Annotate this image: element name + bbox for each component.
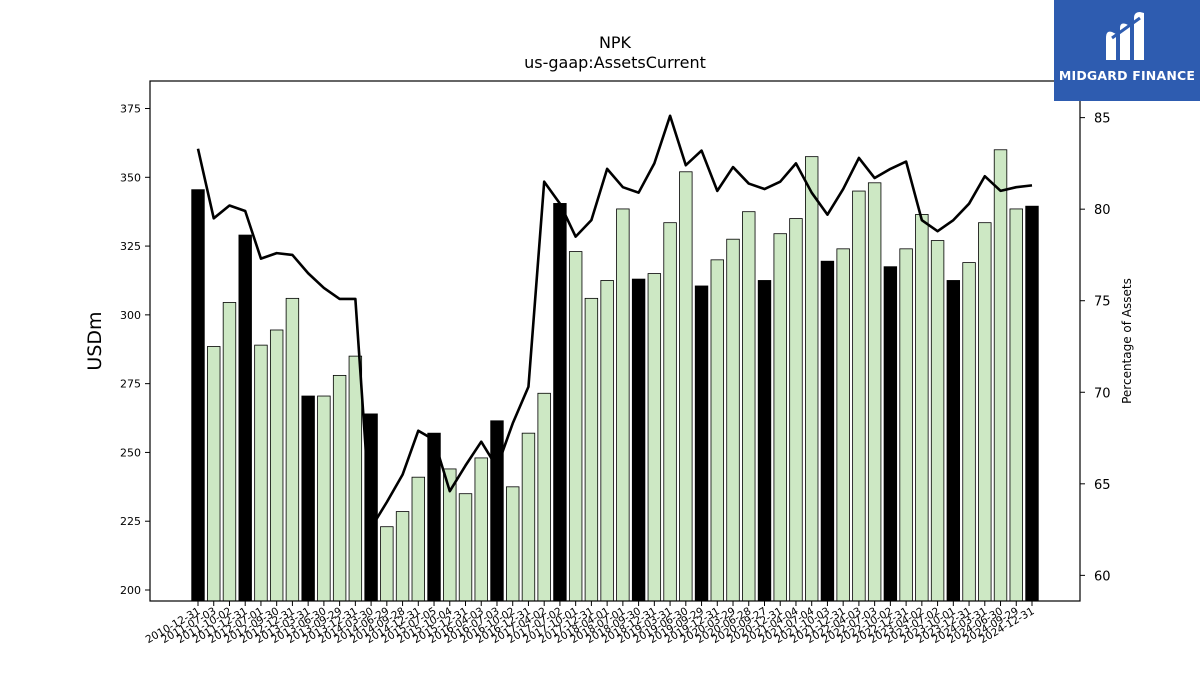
x-axis-ticks: 2010-12-312011-07-032011-10-022011-12-31… — [144, 601, 1037, 646]
bar-2020-09-27 — [757, 280, 772, 602]
bar-2017-04-02 — [537, 392, 551, 602]
y2-tick-label: 80 — [1094, 203, 1111, 218]
logo-badge: MIDGARD FINANCE — [1054, 0, 1200, 101]
bar-2018-12-31 — [647, 273, 662, 602]
chart-title: NPK — [599, 33, 632, 52]
y2-tick-label: 60 — [1094, 569, 1111, 584]
bar-2024-12-31 — [1025, 205, 1039, 602]
percentage-line-series — [196, 114, 1033, 530]
percentage-line — [196, 114, 1033, 530]
bar-2021-07-04 — [805, 156, 819, 602]
bar-2018-04-01 — [600, 280, 614, 602]
bar-2024-06-30 — [993, 149, 1008, 602]
bar-2019-03-31 — [663, 222, 677, 602]
bar-2013-06-30 — [317, 395, 331, 602]
y2-tick-label: 70 — [1094, 386, 1111, 401]
bar-2020-12-31 — [773, 233, 787, 602]
bar-2022-10-02 — [883, 266, 898, 602]
y-axis-ticks: 200 225 250 275 300 325 350 375 — [120, 103, 150, 597]
bar-2012-09-30 — [269, 329, 284, 602]
bar-2013-09-29 — [332, 374, 347, 602]
y-axis-label: USDm — [84, 311, 106, 370]
y-tick-label: 225 — [120, 515, 141, 528]
bar-2012-12-31 — [285, 297, 300, 602]
bar-2010-12-31 — [191, 189, 205, 602]
bar-2015-12-31 — [458, 493, 473, 602]
bar-2023-12-31 — [962, 262, 976, 602]
y2-axis-label: Percentage of Assets — [1120, 278, 1134, 404]
bar-2024-03-31 — [978, 222, 992, 602]
bar-2021-10-03 — [820, 260, 835, 602]
bar-2023-04-02 — [915, 214, 929, 602]
y2-tick-label: 75 — [1094, 295, 1111, 310]
y2-tick-label: 65 — [1094, 478, 1111, 493]
y-tick-label: 250 — [120, 446, 141, 459]
bar-2016-10-02 — [506, 486, 520, 602]
bar-2022-04-03 — [852, 190, 866, 602]
y-tick-label: 375 — [120, 103, 141, 116]
bar-2017-12-31 — [584, 297, 599, 602]
bar-2017-10-01 — [568, 251, 583, 602]
bar-2019-09-29 — [694, 285, 709, 602]
plot-frame — [149, 80, 1081, 602]
bar-2022-07-03 — [867, 182, 882, 602]
bar-2023-10-01 — [946, 280, 961, 602]
bar-2011-12-31 — [238, 234, 252, 602]
bar-2022-12-31 — [899, 248, 913, 602]
bar-2020-06-28 — [742, 211, 756, 602]
bar-2017-07-02 — [553, 203, 567, 602]
y-tick-label: 350 — [120, 171, 141, 184]
y-tick-label: 275 — [120, 378, 141, 391]
bar-2018-09-30 — [631, 278, 646, 602]
bar-2020-03-29 — [726, 238, 740, 602]
bar-2014-06-29 — [380, 526, 394, 602]
bar-2014-03-30 — [364, 413, 378, 602]
bar-2013-12-31 — [348, 355, 363, 602]
y-tick-label: 300 — [120, 309, 141, 322]
bar-2016-04-03 — [474, 457, 488, 602]
bar-2018-07-01 — [616, 208, 630, 602]
bar-2021-12-31 — [836, 248, 850, 602]
bar-2014-09-28 — [395, 511, 410, 602]
bar-2013-03-31 — [301, 395, 315, 602]
midgard-logo-icon — [1106, 12, 1144, 60]
bar-2016-12-31 — [521, 432, 536, 602]
bar-2021-04-04 — [789, 218, 803, 602]
bar-series — [191, 149, 1039, 602]
bar-2019-06-30 — [679, 171, 693, 602]
y2-axis-ticks: 60 65 70 75 80 85 — [1080, 112, 1111, 584]
bar-2011-07-03 — [207, 346, 221, 602]
bar-2016-07-03 — [490, 420, 504, 602]
bar-2012-07-01 — [254, 344, 268, 602]
bar-2023-07-02 — [930, 240, 945, 602]
y-tick-label: 200 — [120, 584, 141, 597]
chart-subtitle: us-gaap:AssetsCurrent — [524, 53, 706, 72]
bar-2011-10-02 — [222, 302, 237, 602]
bar-2019-12-31 — [710, 259, 724, 602]
bar-2024-09-29 — [1009, 208, 1023, 602]
y2-tick-label: 85 — [1094, 112, 1111, 127]
y-tick-label: 325 — [120, 240, 141, 253]
logo-text: MIDGARD FINANCE — [1058, 68, 1196, 83]
bar-2014-12-31 — [411, 476, 426, 602]
